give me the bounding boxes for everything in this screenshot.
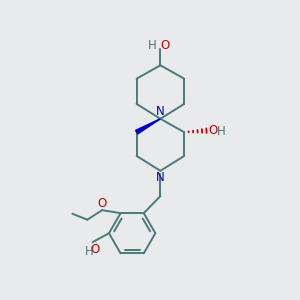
Text: O: O — [208, 124, 217, 136]
Text: H: H — [217, 125, 226, 138]
Text: N: N — [156, 105, 165, 118]
Polygon shape — [136, 119, 160, 134]
Text: O: O — [98, 196, 107, 210]
Text: H: H — [148, 39, 157, 52]
Text: N: N — [156, 171, 165, 184]
Text: O: O — [90, 243, 99, 256]
Text: O: O — [160, 39, 170, 52]
Text: H: H — [85, 244, 93, 257]
